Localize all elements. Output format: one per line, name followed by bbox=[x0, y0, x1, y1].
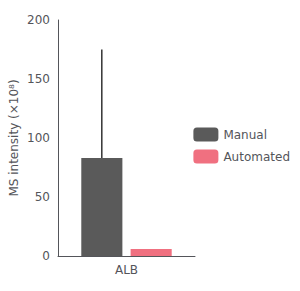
svg-text:0: 0 bbox=[42, 249, 50, 263]
svg-text:100: 100 bbox=[27, 131, 50, 145]
svg-text:Automated: Automated bbox=[223, 150, 290, 164]
svg-text:Manual: Manual bbox=[223, 128, 267, 142]
svg-text:200: 200 bbox=[27, 13, 50, 27]
svg-text:ALB: ALB bbox=[115, 263, 138, 277]
svg-text:MS intensity (×10⁸): MS intensity (×10⁸) bbox=[7, 79, 21, 196]
svg-text:50: 50 bbox=[35, 190, 50, 204]
svg-text:150: 150 bbox=[27, 72, 50, 86]
